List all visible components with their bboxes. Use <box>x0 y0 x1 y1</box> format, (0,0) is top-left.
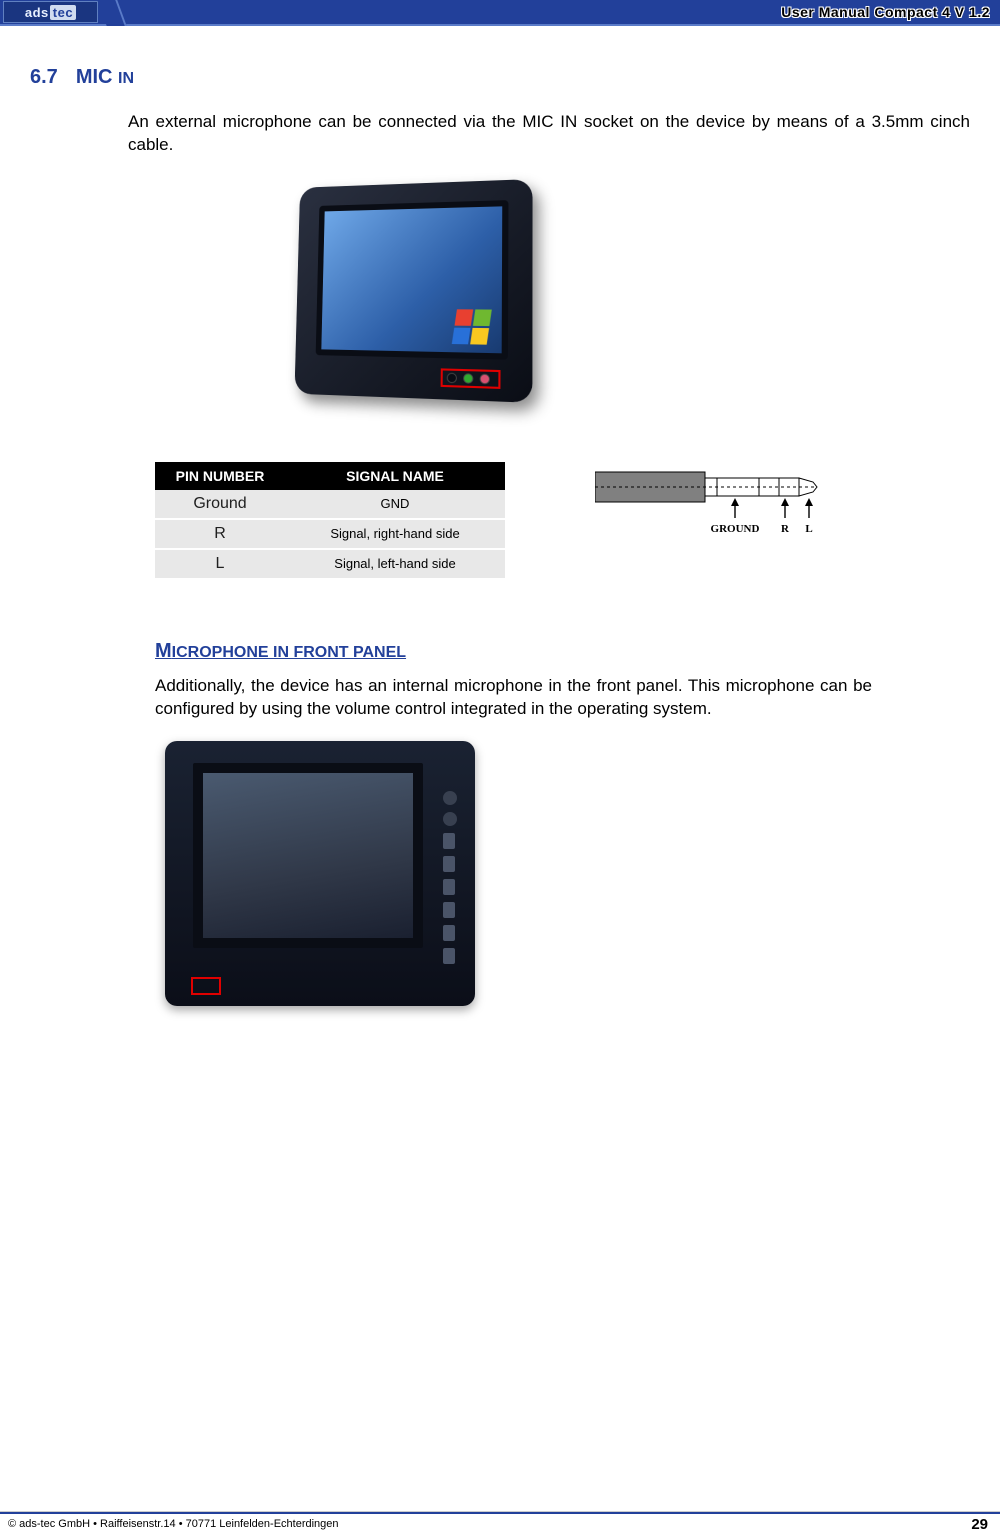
tablet-screen <box>316 200 509 360</box>
cell-signal: Signal, right-hand side <box>285 519 505 549</box>
page-header: adstec User Manual Compact 4 V 1.2 <box>0 0 1000 26</box>
pin-signal-table: PIN NUMBER SIGNAL NAME Ground GND R Sign… <box>155 462 505 580</box>
button-icon <box>443 812 457 826</box>
table-row: R Signal, right-hand side <box>155 519 505 549</box>
cell-pin: R <box>155 519 285 549</box>
svg-text:L: L <box>805 523 812 535</box>
heading-dropcap: M <box>155 640 172 662</box>
button-icon <box>443 902 455 918</box>
table-header-pin: PIN NUMBER <box>155 462 285 490</box>
button-icon <box>443 856 455 872</box>
table-row: L Signal, left-hand side <box>155 549 505 579</box>
svg-text:R: R <box>781 523 790 535</box>
logo-text-right: tec <box>50 5 76 20</box>
tablet-body-front <box>165 741 475 1006</box>
document-title: User Manual Compact 4 V 1.2 <box>781 4 990 20</box>
highlight-rectangle <box>191 977 221 995</box>
button-icon <box>443 833 455 849</box>
table-row: Ground GND <box>155 490 505 519</box>
windows-logo-icon <box>452 309 492 344</box>
section-title: MIC IN <box>76 66 134 89</box>
page-footer: © ads-tec GmbH • Raiffeisenstr.14 • 7077… <box>0 1512 1000 1534</box>
tablet-screen-front <box>193 763 423 948</box>
page-number: 29 <box>971 1516 988 1533</box>
button-icon <box>443 791 457 805</box>
brand-logo: adstec <box>3 1 98 23</box>
page-content: 6.7 MIC IN An external microphone can be… <box>0 26 1000 1023</box>
cell-signal: GND <box>285 490 505 519</box>
subsection-heading: MICROPHONE IN FRONT PANEL <box>155 640 970 663</box>
header-divider <box>97 0 126 26</box>
logo-text-left: ads <box>25 5 49 20</box>
section-number: 6.7 <box>30 66 58 89</box>
section-intro-text: An external microphone can be connected … <box>128 111 970 157</box>
tablet-body <box>294 179 532 403</box>
button-icon <box>443 879 455 895</box>
device-image-front <box>155 733 495 1023</box>
side-buttons <box>443 791 457 964</box>
table-header-signal: SIGNAL NAME <box>285 462 505 490</box>
subsection-text: Additionally, the device has an internal… <box>155 675 872 721</box>
section-heading: 6.7 MIC IN <box>30 66 970 89</box>
pin-table-section: PIN NUMBER SIGNAL NAME Ground GND R Sign… <box>155 462 970 580</box>
copyright-text: © ads-tec GmbH • Raiffeisenstr.14 • 7077… <box>8 1518 339 1530</box>
jack-diagram: GROUND R L <box>595 462 825 541</box>
button-icon <box>443 948 455 964</box>
cell-pin: L <box>155 549 285 579</box>
heading-rest: ICROPHONE IN FRONT PANEL <box>172 644 406 661</box>
cell-pin: Ground <box>155 490 285 519</box>
button-icon <box>443 925 455 941</box>
cell-signal: Signal, left-hand side <box>285 549 505 579</box>
device-image-perspective <box>260 167 560 427</box>
svg-text:GROUND: GROUND <box>711 523 760 535</box>
highlight-rectangle <box>441 368 501 389</box>
audio-jack-icon: GROUND R L <box>595 466 825 541</box>
